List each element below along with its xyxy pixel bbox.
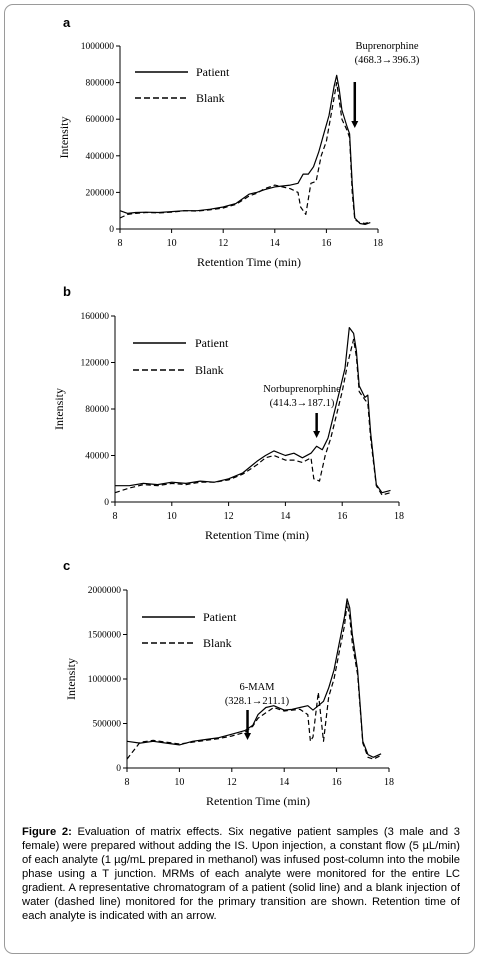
panel-c-x-tick-label: 10	[174, 777, 184, 788]
panel-a-y-axis-title: Intensity	[57, 117, 71, 159]
panel-c-y-tick-label: 2000000	[88, 586, 122, 596]
panel-b-annotation-transition: (414.3→187.1)	[270, 398, 335, 409]
panel-b-x-axis-title: Retention Time (min)	[205, 528, 309, 542]
figure-caption: Figure 2: Evaluation of matrix effects. …	[22, 825, 460, 923]
panel-c-y-tick-label: 500000	[93, 720, 122, 730]
panel-b-y-tick-label: 40000	[85, 452, 109, 462]
panel-a-legend-label-blank: Blank	[196, 91, 225, 105]
panel-a-annotation-transition: (468.3→396.3)	[355, 55, 420, 66]
panel-c-label: c	[63, 558, 70, 573]
panel-c-x-tick-label: 18	[384, 777, 394, 788]
panel-b-y-tick-label: 80000	[85, 405, 109, 415]
panel-b-series-patient	[115, 327, 391, 494]
panel-b-annotation-name: Norbuprenorphine	[263, 384, 341, 395]
figure-frame	[4, 4, 475, 954]
panel-c-x-tick-label: 8	[125, 777, 130, 788]
panel-b-x-tick-label: 10	[167, 511, 177, 522]
panel-a-x-tick-label: 12	[218, 238, 228, 249]
panel-a-y-tick-label: 0	[109, 225, 114, 235]
panel-b-series-blank	[114, 338, 391, 496]
panel-c-legend-label-patient: Patient	[203, 610, 237, 624]
panel-c-series-blank	[126, 602, 382, 760]
panel-a-annotation-arrow-head	[351, 121, 359, 128]
panel-a-series-patient	[119, 74, 371, 225]
panel-b-x-tick-label: 8	[113, 511, 118, 522]
panel-c-x-tick-label: 12	[227, 777, 237, 788]
panel-c-y-tick-label: 0	[116, 764, 121, 774]
panel-a-label: a	[63, 15, 71, 30]
panel-c-x-tick-label: 16	[332, 777, 342, 788]
panel-a-x-tick-label: 8	[118, 238, 123, 249]
panel-a-x-tick-label: 14	[270, 238, 280, 249]
panel-b-legend-label-patient: Patient	[195, 336, 229, 350]
panel-b-annotation-arrow-head	[313, 431, 321, 438]
panel-b-y-tick-label: 160000	[81, 312, 110, 322]
panel-a-y-tick-label: 600000	[86, 115, 115, 125]
panel-b-legend-label-blank: Blank	[195, 363, 224, 377]
panel-b-x-tick-label: 12	[224, 511, 234, 522]
panel-c-annotation-transition: (328.1→211.1)	[225, 696, 290, 707]
panel-a-legend-label-patient: Patient	[196, 65, 230, 79]
panel-c-annotation-arrow-head	[244, 733, 252, 740]
panel-b-y-tick-label: 0	[104, 498, 109, 508]
panel-b-x-tick-label: 18	[394, 511, 404, 522]
panel-c-y-tick-label: 1000000	[88, 675, 122, 685]
panel-a-y-tick-label: 200000	[86, 188, 115, 198]
panel-a-x-tick-label: 10	[167, 238, 177, 249]
panel-c-annotation-name: 6-MAM	[239, 682, 275, 693]
panel-c-series-patient	[126, 598, 382, 758]
panel-b-label: b	[63, 284, 71, 299]
panel-b-x-tick-label: 14	[280, 511, 290, 522]
panel-c-y-axis-title: Intensity	[64, 658, 78, 700]
panel-b-y-tick-label: 120000	[81, 359, 110, 369]
caption-label: Figure 2:	[22, 826, 72, 838]
panel-b-x-tick-label: 16	[337, 511, 347, 522]
panel-a-annotation-name: Buprenorphine	[356, 41, 419, 52]
caption-text: Evaluation of matrix effects. Six negati…	[22, 826, 460, 922]
panel-a-x-axis-title: Retention Time (min)	[197, 255, 301, 269]
panel-c-y-tick-label: 1500000	[88, 631, 122, 641]
panel-a-y-tick-label: 1000000	[81, 42, 115, 52]
panel-a-x-tick-label: 16	[321, 238, 331, 249]
panel-a-y-tick-label: 800000	[86, 79, 115, 89]
panel-a-x-tick-label: 18	[373, 238, 383, 249]
panel-c-x-axis-title: Retention Time (min)	[206, 794, 310, 808]
panel-a-series-blank	[119, 81, 371, 225]
panel-c-legend-label-blank: Blank	[203, 636, 232, 650]
panel-c-x-tick-label: 14	[279, 777, 289, 788]
panel-b-y-axis-title: Intensity	[52, 388, 66, 430]
panel-a-y-tick-label: 400000	[86, 152, 115, 162]
